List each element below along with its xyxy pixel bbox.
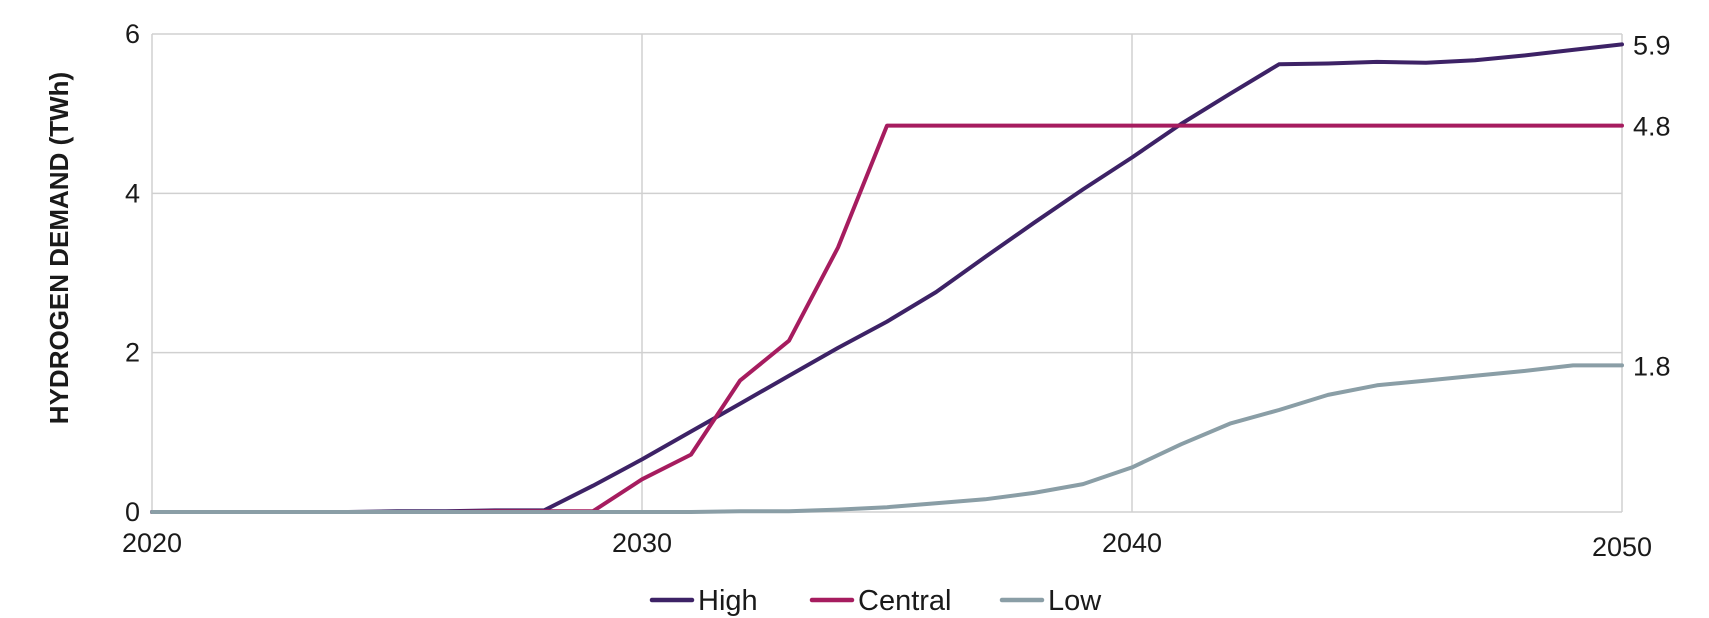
legend-label-high: High [698, 585, 758, 617]
x-axis: 2020 2030 2040 2050 [122, 528, 1652, 562]
end-label-central: 4.8 [1633, 112, 1671, 142]
series-line-high [150, 42, 1624, 514]
series-line-central [150, 123, 1624, 514]
end-labels: 5.9 4.8 1.8 [1633, 30, 1671, 381]
end-label-high: 5.9 [1633, 30, 1671, 60]
y-tick-label: 6 [125, 19, 140, 49]
y-tick-label: 2 [125, 338, 140, 368]
y-tick-label: 4 [125, 178, 140, 208]
x-tick-label: 2050 [1592, 532, 1652, 562]
y-axis-title: HYDROGEN DEMAND (TWh) [44, 72, 74, 424]
end-label-low: 1.8 [1633, 351, 1671, 381]
grid [151, 33, 1623, 513]
x-tick-label: 2030 [612, 528, 672, 558]
legend-label-low: Low [1048, 585, 1102, 617]
series-lines [150, 42, 1624, 514]
legend-label-central: Central [858, 585, 952, 617]
series-line-low [150, 363, 1624, 514]
y-tick-label: 0 [125, 497, 140, 527]
legend: High Central Low [649, 585, 1102, 617]
x-tick-label: 2040 [1102, 528, 1162, 558]
y-axis: 0 2 4 6 [125, 19, 140, 527]
x-tick-label: 2020 [122, 528, 182, 558]
